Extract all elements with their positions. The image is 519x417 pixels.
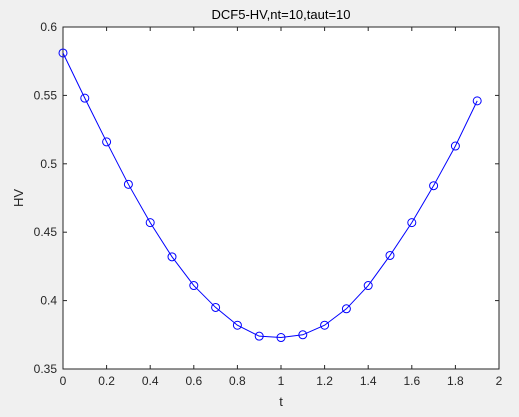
- x-tick-label: 0: [60, 374, 67, 388]
- data-point: [407, 218, 417, 228]
- y-tick-label: 0.55: [34, 88, 58, 102]
- axis-ticks: [62, 26, 500, 370]
- data-point: [232, 320, 242, 330]
- plot-area: [62, 26, 500, 370]
- x-tick-label: 0.2: [98, 374, 115, 388]
- chart-title: DCF5-HV,nt=10,taut=10: [212, 7, 351, 22]
- data-point: [189, 281, 199, 291]
- series-line: [62, 52, 478, 339]
- x-tick-label: 1.2: [316, 374, 333, 388]
- y-tick-label: 0.5: [40, 157, 57, 171]
- data-point: [363, 281, 373, 291]
- x-tick-label: 2: [496, 374, 503, 388]
- data-point: [167, 252, 177, 262]
- data-point: [320, 320, 330, 330]
- data-point: [450, 141, 460, 151]
- data-point: [58, 48, 68, 58]
- y-tick-label: 0.35: [34, 362, 58, 376]
- data-point: [80, 93, 90, 103]
- data-point: [385, 250, 395, 260]
- data-point: [145, 218, 155, 228]
- y-tick-label: 0.4: [40, 294, 57, 308]
- data-point: [472, 96, 482, 106]
- axis-tick-labels: 0 0.2 0.4 0.6 0.8 1 1.2 1.4 1.6 1.8 2 0.35 0.4 0.45 0.…: [34, 20, 503, 388]
- y-axis-label: HV: [11, 189, 26, 207]
- data-point: [298, 330, 308, 340]
- data-point: [211, 302, 221, 312]
- x-tick-label: 1.4: [360, 374, 377, 388]
- data-point: [276, 333, 286, 343]
- x-tick-label: 0.4: [142, 374, 159, 388]
- x-tick-label: 1.6: [403, 374, 420, 388]
- series-layer: [58, 48, 482, 343]
- data-point: [341, 304, 351, 314]
- x-tick-label: 1.8: [447, 374, 464, 388]
- x-tick-label: 1: [278, 374, 285, 388]
- y-tick-label: 0.45: [34, 225, 58, 239]
- data-point: [102, 137, 112, 147]
- x-tick-label: 0.8: [229, 374, 246, 388]
- x-tick-label: 0.6: [185, 374, 202, 388]
- data-point: [429, 181, 439, 191]
- x-axis-label: t: [279, 394, 283, 409]
- y-tick-label: 0.6: [40, 20, 57, 34]
- data-point: [254, 331, 264, 341]
- data-point: [123, 179, 133, 189]
